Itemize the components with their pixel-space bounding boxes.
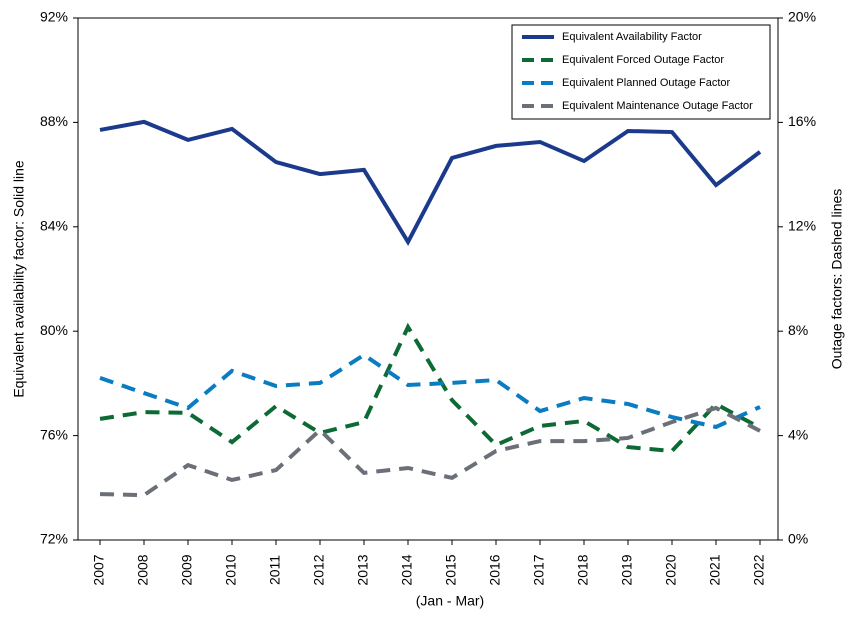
x-tick-label: 2008 bbox=[135, 554, 151, 585]
y2-tick-label: 12% bbox=[788, 218, 816, 234]
legend-label: Equivalent Planned Outage Factor bbox=[562, 77, 731, 89]
series-line bbox=[99, 352, 761, 430]
y-axis-title: Equivalent availability factor: Solid li… bbox=[11, 160, 27, 398]
x-tick-label: 2018 bbox=[575, 554, 591, 585]
series-line bbox=[99, 405, 761, 498]
y-tick-label: 76% bbox=[40, 426, 68, 442]
x-tick-label: 2015 bbox=[443, 554, 459, 585]
x-tick-label: 2009 bbox=[179, 554, 195, 585]
y-tick-label: 92% bbox=[40, 9, 68, 25]
x-tick-label: 2013 bbox=[355, 554, 371, 585]
x-tick-label: 2017 bbox=[531, 554, 547, 585]
x-tick-label: 2011 bbox=[267, 555, 283, 585]
y2-axis-title: Outage factors: Dashed lines bbox=[829, 189, 845, 370]
x-tick-label: 2020 bbox=[663, 554, 679, 585]
x-tick-label: 2010 bbox=[223, 554, 239, 585]
y2-tick-label: 16% bbox=[788, 113, 816, 129]
legend-label: Equivalent Availability Factor bbox=[562, 31, 702, 43]
x-tick-label: 2021 bbox=[707, 554, 723, 585]
y2-tick-label: 4% bbox=[788, 426, 808, 442]
legend-box bbox=[511, 24, 771, 120]
x-tick-label: 2022 bbox=[751, 554, 767, 585]
x-tick-label: 2007 bbox=[91, 554, 107, 585]
x-tick-label: 2014 bbox=[399, 554, 415, 585]
series-line bbox=[99, 119, 762, 246]
legend-label: Equivalent Forced Outage Factor bbox=[562, 54, 724, 66]
y2-tick-label: 8% bbox=[788, 322, 808, 338]
x-tick-label: 2012 bbox=[311, 554, 327, 585]
x-axis-title: (Jan - Mar) bbox=[416, 593, 484, 609]
x-tick-label: 2016 bbox=[487, 554, 503, 585]
y-tick-label: 84% bbox=[40, 218, 68, 234]
y-tick-label: 72% bbox=[40, 531, 68, 547]
y2-tick-label: 0% bbox=[788, 531, 808, 547]
y-tick-label: 80% bbox=[40, 322, 68, 338]
x-tick-label: 2019 bbox=[619, 554, 635, 585]
legend-label: Equivalent Maintenance Outage Factor bbox=[562, 100, 753, 112]
plot-frame bbox=[77, 17, 779, 541]
y-tick-label: 88% bbox=[40, 113, 68, 129]
y2-tick-label: 20% bbox=[788, 9, 816, 25]
series-line bbox=[99, 322, 761, 454]
